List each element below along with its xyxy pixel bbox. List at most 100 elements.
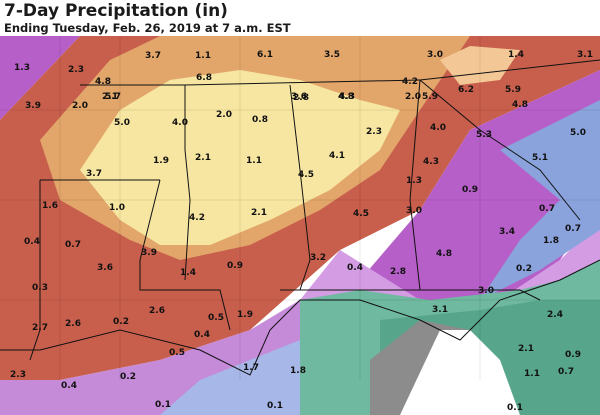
precip-value-label: 2.0 <box>216 110 232 120</box>
precip-value-label: 2.6 <box>65 319 81 329</box>
precip-value-label: 4.8 <box>338 92 354 102</box>
precip-value-label: 2.3 <box>68 65 84 75</box>
county-grid <box>0 36 600 380</box>
boundary-nc <box>419 59 600 81</box>
precip-value-label: 3.2 <box>310 253 326 263</box>
precip-value-label: 1.3 <box>14 63 30 73</box>
precip-value-label: 3.0 <box>406 206 422 216</box>
precip-value-label: 1.8 <box>543 236 559 246</box>
precip-value-label: 2.7 <box>32 323 48 333</box>
precip-value-label: 3.6 <box>97 263 113 273</box>
precip-value-label: 2.3 <box>366 127 382 137</box>
precip-value-label: 3.5 <box>324 50 340 60</box>
precip-value-label: 0.5 <box>169 348 185 358</box>
precip-value-label: 1.9 <box>153 156 169 166</box>
precip-value-label: 1.7 <box>243 363 259 373</box>
precip-value-label: 0.7 <box>539 204 555 214</box>
precip-value-label: 3.9 <box>141 248 157 258</box>
precip-value-label: 1.8 <box>290 366 306 376</box>
precip-value-label: 5.0 <box>570 128 586 138</box>
precip-value-label: 3.0 <box>427 50 443 60</box>
precip-value-label: 0.7 <box>565 224 581 234</box>
precip-value-label: 0.4 <box>61 381 77 391</box>
precip-value-label: 4.2 <box>402 77 418 87</box>
precip-value-label: 2.0 <box>405 92 421 102</box>
precip-value-label: 0.9 <box>227 261 243 271</box>
precip-value-label: 5.9 <box>505 85 521 95</box>
precip-value-label: 2.1 <box>195 153 211 163</box>
band-blue-sw <box>160 340 300 415</box>
precip-value-label: 2.3 <box>10 370 26 380</box>
precip-value-label: 1.9 <box>237 310 253 320</box>
precip-value-label: 2.1 <box>518 344 534 354</box>
precip-value-label: 3.7 <box>145 51 161 61</box>
precip-value-label: 4.8 <box>95 77 111 87</box>
precip-value-label: 0.4 <box>194 330 210 340</box>
precip-value-label: 2.0 <box>72 101 88 111</box>
precipitation-bands <box>0 36 600 415</box>
precip-value-label: 5.3 <box>476 130 492 140</box>
precip-value-label: 4.0 <box>172 118 188 128</box>
boundary-ga-sc <box>419 79 581 221</box>
precip-value-label: 0.3 <box>32 283 48 293</box>
precip-value-label: 6.1 <box>257 50 273 60</box>
precip-value-label: 5.7 <box>105 92 121 102</box>
precip-value-label: 0.7 <box>65 240 81 250</box>
precip-value-label: 1.6 <box>42 201 58 211</box>
precip-value-label: 0.2 <box>516 264 532 274</box>
precip-value-label: 0.9 <box>462 185 478 195</box>
precip-value-label: 1.0 <box>109 203 125 213</box>
precip-value-label: 3.1 <box>577 50 593 60</box>
map-subtitle: Ending Tuesday, Feb. 26, 2019 at 7 a.m. … <box>4 21 291 35</box>
title-box: 7-Day Precipitation (in) Ending Tuesday,… <box>0 0 600 36</box>
precip-value-label: 0.1 <box>267 401 283 411</box>
boundary-ga-fl <box>420 289 541 301</box>
precip-value-label: 0.2 <box>113 317 129 327</box>
map-title: 7-Day Precipitation (in) <box>4 1 228 21</box>
precip-value-label: 1.4 <box>508 50 524 60</box>
boundary-tn-al <box>184 79 421 86</box>
precip-value-label: 2.1 <box>102 92 118 102</box>
precip-value-label: 3.7 <box>86 169 102 179</box>
precip-value-label: 2.8 <box>390 267 406 277</box>
precip-value-label: 4.0 <box>430 123 446 133</box>
precip-value-label: 5.1 <box>532 153 548 163</box>
precip-value-label: 6.8 <box>196 73 212 83</box>
precip-value-label: 0.9 <box>565 350 581 360</box>
precip-value-label: 1.1 <box>524 369 540 379</box>
band-yellow <box>80 70 400 245</box>
boundary-al-ga <box>289 84 311 291</box>
coastline <box>0 259 600 376</box>
precip-value-label: 3.6 <box>291 92 307 102</box>
precip-value-label: 2.6 <box>149 306 165 316</box>
boundary-ms-al <box>184 85 191 281</box>
precip-value-label: 1.4 <box>180 268 196 278</box>
precip-value-label: 0.5 <box>208 313 224 323</box>
precip-value-label: 3.0 <box>478 286 494 296</box>
precip-value-label: 4.5 <box>353 209 369 219</box>
precip-value-label: 1.1 <box>195 51 211 61</box>
precip-value-label: 1.3 <box>406 176 422 186</box>
precip-value-label: 0.1 <box>155 400 171 410</box>
precip-value-label: 0.1 <box>507 403 523 413</box>
precip-value-label: 0.8 <box>252 115 268 125</box>
precip-value-label: 0.4 <box>24 237 40 247</box>
precip-value-label: 0.7 <box>558 367 574 377</box>
precip-value-label: 0.4 <box>347 263 363 273</box>
precipitation-value-labels: 1.3 2.3 3.7 6.8 6.1 3.5 3.0 1.4 3.1 4.8 1.1 2.1 3.6 4… <box>10 50 593 413</box>
boundary-la-ms <box>139 179 231 331</box>
precip-value-label: 4.1 <box>329 151 345 161</box>
precip-value-label: 2.8 <box>293 93 309 103</box>
precip-value-label: 2.4 <box>547 310 563 320</box>
precip-value-label: 4.8 <box>512 100 528 110</box>
precip-value-label: 4.8 <box>436 249 452 259</box>
precip-value-label: 1.1 <box>246 156 262 166</box>
precip-value-label: 6.2 <box>458 85 474 95</box>
precip-value-label: 3.9 <box>25 101 41 111</box>
precip-value-label: 5.9 <box>422 92 438 102</box>
precip-value-label: 5.0 <box>114 118 130 128</box>
precip-value-label: 4.3 <box>339 92 355 102</box>
precip-value-label: 4.2 <box>189 213 205 223</box>
precip-value-label: 0.2 <box>120 372 136 382</box>
